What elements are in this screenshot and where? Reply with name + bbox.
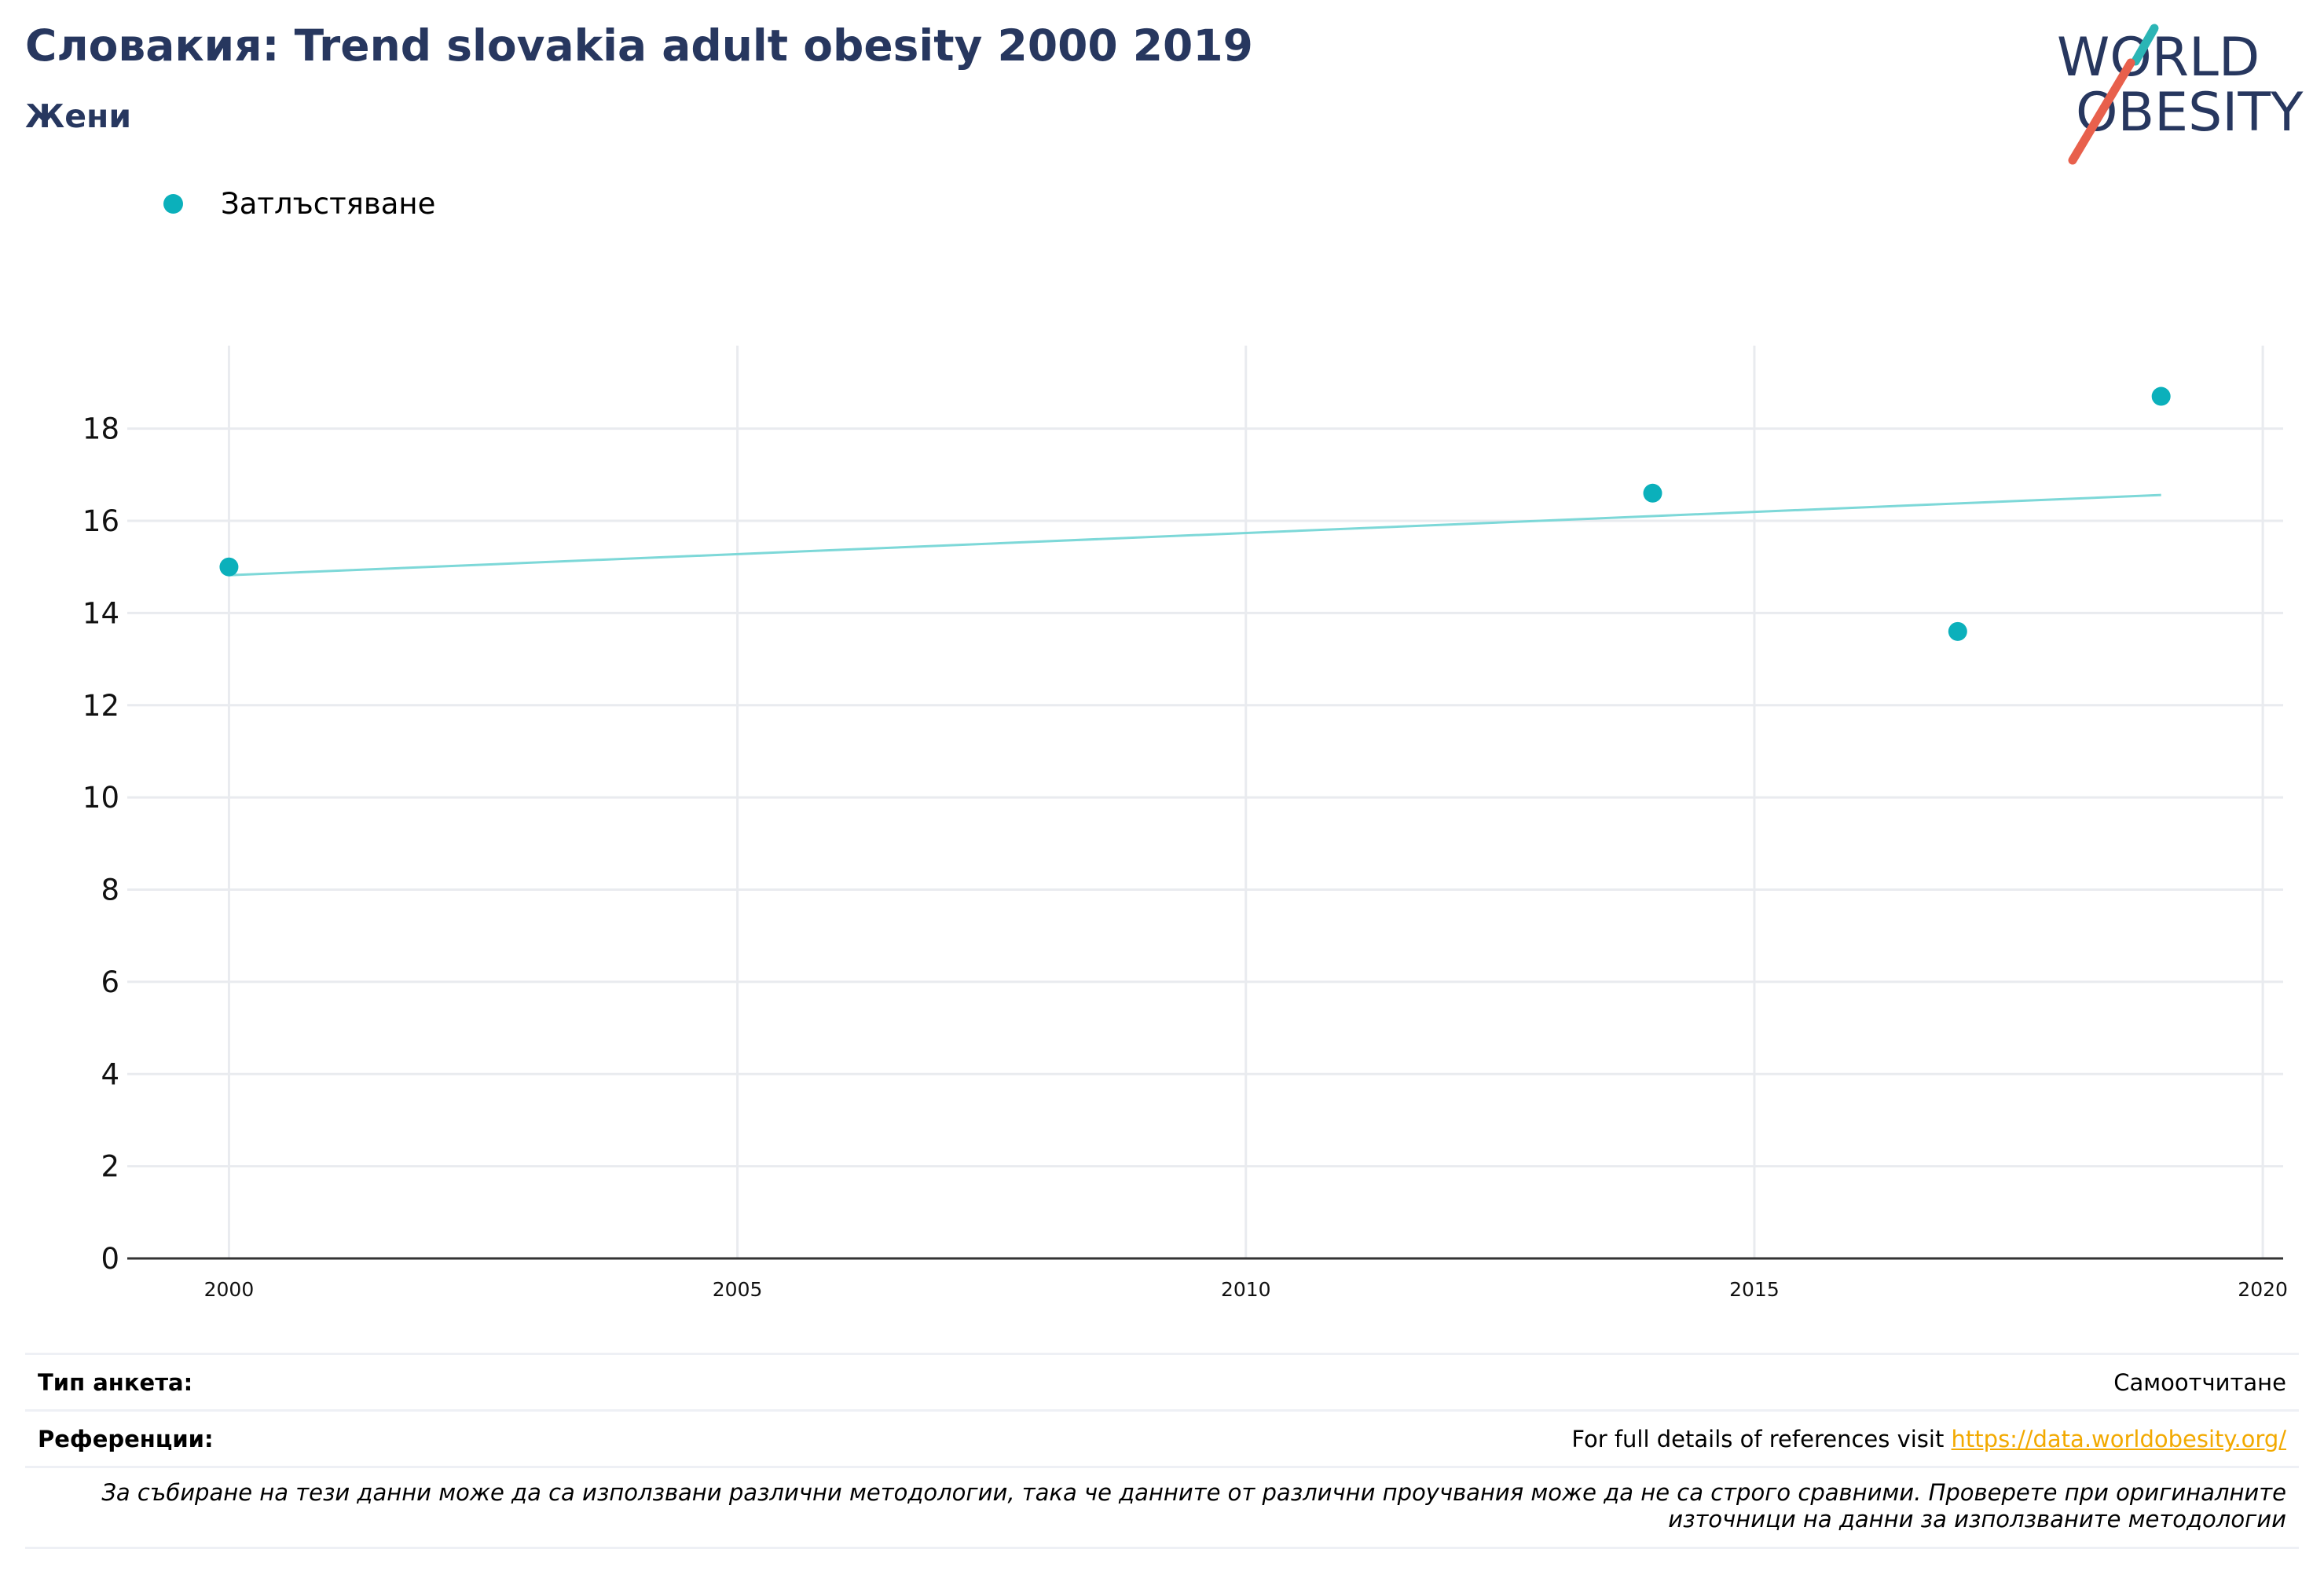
chart-legend: Затлъстяване <box>163 184 435 223</box>
x-tick-label: 2000 <box>204 1278 255 1301</box>
y-tick-label: 0 <box>101 1242 119 1276</box>
logo-slash-teal <box>2131 24 2159 66</box>
world-obesity-logo: WORLD OBESITY <box>2057 24 2304 165</box>
survey-type-label: Тип анкета: <box>38 1368 193 1396</box>
survey-type-value: Самоотчитане <box>2113 1368 2286 1396</box>
logo-slash-red <box>2068 58 2135 165</box>
data-point <box>219 557 239 577</box>
y-tick-label: 10 <box>82 781 119 815</box>
scatter-chart: 0 2 4 6 8 10 12 14 16 18 2000 2005 2010 2015 2020 <box>82 346 2288 1301</box>
y-tick-label: 14 <box>82 596 119 630</box>
data-point <box>2151 386 2171 406</box>
x-tick-label: 2010 <box>1221 1278 1271 1301</box>
logo-line1: WORLD <box>2057 27 2260 89</box>
data-point <box>1948 621 1967 641</box>
data-point <box>1643 483 1662 503</box>
y-tick-label: 16 <box>82 504 119 538</box>
legend-marker <box>163 193 183 214</box>
trend-line <box>229 493 2161 577</box>
y-tick-label: 4 <box>101 1057 119 1091</box>
y-tick-label: 12 <box>82 689 119 723</box>
references-link[interactable]: https://data.worldobesity.org/ <box>1951 1425 2286 1452</box>
chart-subtitle: Жени <box>25 97 132 135</box>
legend-label: Затлъстяване <box>221 186 436 221</box>
methodology-note: За събиране на тези данни може да са изп… <box>25 1468 2299 1549</box>
references-text: For full details of references visit <box>1571 1425 1952 1452</box>
references-label: Референции: <box>38 1425 214 1452</box>
chart-metadata: Тип анкета: Самоотчитане Референции: For… <box>25 1353 2299 1549</box>
x-tick-label: 2015 <box>1729 1278 1780 1301</box>
y-tick-label: 18 <box>82 412 119 446</box>
y-tick-label: 6 <box>101 965 119 999</box>
y-tick-label: 2 <box>101 1150 119 1184</box>
x-tick-label: 2005 <box>713 1278 763 1301</box>
survey-type-row: Тип анкета: Самоотчитане <box>25 1355 2299 1412</box>
chart-title: Словакия: Trend slovakia adult obesity 2… <box>25 20 1253 71</box>
x-tick-label: 2020 <box>2238 1278 2288 1301</box>
references-value: For full details of references visit htt… <box>1571 1426 2286 1452</box>
y-tick-label: 8 <box>101 874 119 907</box>
references-row: Референции: For full details of referenc… <box>25 1412 2299 1468</box>
